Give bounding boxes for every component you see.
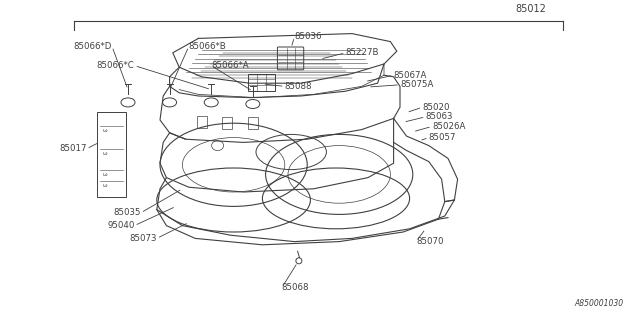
Text: 85066*B: 85066*B <box>189 42 227 51</box>
Bar <box>248 74 275 91</box>
Text: 85073: 85073 <box>129 234 157 243</box>
Text: 95040: 95040 <box>107 221 134 230</box>
Text: 85057: 85057 <box>429 133 456 142</box>
Text: 85012: 85012 <box>516 4 547 14</box>
Text: ω: ω <box>103 183 108 188</box>
Bar <box>97 112 126 197</box>
Bar <box>196 116 207 128</box>
Text: 85063: 85063 <box>426 112 453 121</box>
Text: 85088: 85088 <box>285 82 312 91</box>
Text: 85026A: 85026A <box>432 122 465 131</box>
Text: 85017: 85017 <box>59 144 86 153</box>
Text: 85066*A: 85066*A <box>211 61 249 70</box>
Bar <box>248 117 258 129</box>
Text: 85067A: 85067A <box>394 71 427 80</box>
Text: 85066*C: 85066*C <box>97 61 134 70</box>
Text: 85075A: 85075A <box>400 80 433 89</box>
Text: 85068: 85068 <box>282 284 309 292</box>
Text: ω: ω <box>103 151 108 156</box>
Bar <box>222 117 232 129</box>
Text: 85035: 85035 <box>113 208 141 217</box>
Text: ω: ω <box>103 128 108 133</box>
Text: 85020: 85020 <box>422 103 450 112</box>
Text: A850001030: A850001030 <box>575 299 624 308</box>
Text: 85036: 85036 <box>294 32 322 41</box>
Text: 85227B: 85227B <box>346 48 379 57</box>
Text: 85070: 85070 <box>416 237 444 246</box>
Text: 85066*D: 85066*D <box>74 42 112 51</box>
Text: ω: ω <box>103 172 108 177</box>
